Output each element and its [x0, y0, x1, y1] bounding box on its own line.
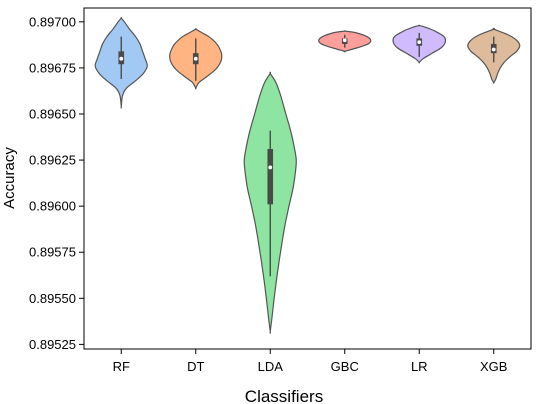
x-tick-label: DT	[187, 359, 204, 374]
x-axis-title: Classifiers	[245, 387, 323, 404]
x-tick-label: GBC	[331, 359, 359, 374]
x-tick-label: LDA	[258, 359, 284, 374]
violin-median-rf	[119, 56, 124, 61]
x-tick-label: LR	[411, 359, 428, 374]
y-axis-title: Accuracy	[1, 147, 18, 209]
y-tick-label: 0.89650	[29, 106, 76, 121]
plot-frame	[83, 7, 532, 350]
y-tick-label: 0.89675	[29, 60, 76, 75]
y-tick-label: 0.89575	[29, 245, 76, 260]
x-tick-label: RF	[113, 359, 130, 374]
violin-median-lr	[417, 40, 422, 44]
y-axis-ticks: 0.89525 0.89550 0.89575 0.89600 0.89625 0.896…	[29, 14, 84, 352]
violin-median-xgb	[491, 47, 496, 52]
y-tick-label: 0.89525	[29, 337, 76, 352]
violin-median-gbc	[342, 38, 347, 43]
x-tick-label: XGB	[480, 359, 507, 374]
violins-layer	[94, 17, 521, 334]
violin-median-lda	[268, 165, 273, 170]
y-tick-label: 0.89600	[29, 199, 76, 214]
x-axis-ticks: RF DT LDA GBC LR XGB	[113, 349, 507, 374]
violin-box-lda	[267, 149, 274, 205]
y-tick-label: 0.89625	[29, 153, 76, 168]
y-tick-label: 0.89700	[29, 14, 76, 29]
y-tick-label: 0.89550	[29, 291, 76, 306]
violin-median-dt	[193, 56, 198, 61]
